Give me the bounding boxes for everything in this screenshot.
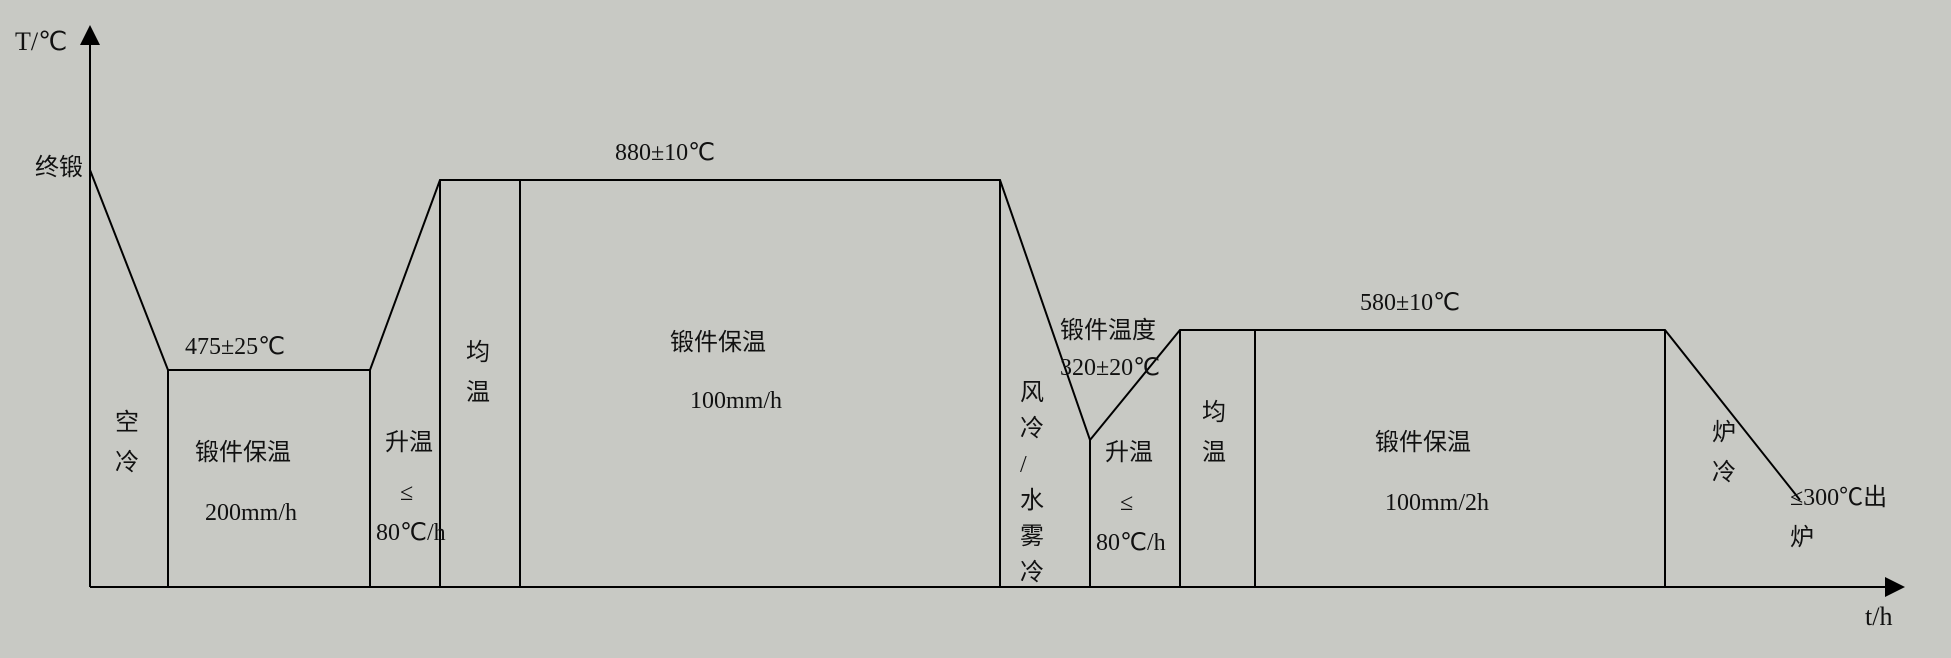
label-hold_475_l1: 锻件保温 xyxy=(195,439,291,466)
label-temp_580: 580±10℃ xyxy=(1360,290,1460,316)
x-axis-label: t/h xyxy=(1865,602,1892,631)
y-axis-label: T/℃ xyxy=(15,27,67,56)
label-fan_water_v: 水 xyxy=(1020,487,1044,514)
label-fan_water_v: 冷 xyxy=(1020,415,1044,442)
label-forging_temp: 锻件温度 xyxy=(1060,317,1156,344)
label-temp_475: 475±25℃ xyxy=(185,334,285,360)
label-temp_320: 320±20℃ xyxy=(1060,355,1160,381)
label-heat2_l1: 升温 xyxy=(1105,439,1153,466)
label-exit_furnace_l1: ≤300℃出 xyxy=(1790,484,1887,511)
label-fan_water_v: / xyxy=(1020,452,1027,478)
label-heat1_l2: ≤ xyxy=(400,480,413,506)
label-hold_580_l2: 100mm/2h xyxy=(1385,490,1489,516)
label-hold_580_l1: 锻件保温 xyxy=(1375,429,1471,456)
heat-treatment-process-chart: T/℃t/h终锻空冷475±25℃锻件保温200mm/h升温≤80℃/h均温88… xyxy=(0,0,1951,658)
label-heat2_l2: ≤ xyxy=(1120,490,1133,516)
label-fan_water_v: 冷 xyxy=(1020,559,1044,586)
label-hold_475_l2: 200mm/h xyxy=(205,500,297,526)
label-fan_water_v: 雾 xyxy=(1020,524,1044,550)
label-equalize2_v: 温 xyxy=(1202,439,1226,466)
label-temp_880: 880±10℃ xyxy=(615,140,715,166)
label-hold_880_l1: 锻件保温 xyxy=(670,329,766,356)
label-heat1_l1: 升温 xyxy=(385,429,433,456)
label-air_cool_v: 冷 xyxy=(115,449,139,476)
chart-svg: T/℃t/h终锻空冷475±25℃锻件保温200mm/h升温≤80℃/h均温88… xyxy=(0,0,1951,658)
label-equalize2_v: 均 xyxy=(1202,399,1226,426)
label-finish_forging: 终锻 xyxy=(35,154,83,181)
label-air_cool_v: 空 xyxy=(115,409,139,436)
label-equalize1_v: 温 xyxy=(466,379,490,406)
label-equalize1_v: 均 xyxy=(466,339,490,366)
label-fan_water_v: 风 xyxy=(1020,380,1044,406)
label-furnace_cool_v: 冷 xyxy=(1712,459,1736,486)
label-heat1_l3: 80℃/h xyxy=(376,520,446,546)
label-hold_880_l2: 100mm/h xyxy=(690,388,782,414)
label-furnace_cool_v: 炉 xyxy=(1712,419,1736,446)
label-exit_furnace_l2: 炉 xyxy=(1790,524,1814,551)
label-heat2_l3: 80℃/h xyxy=(1096,530,1166,556)
